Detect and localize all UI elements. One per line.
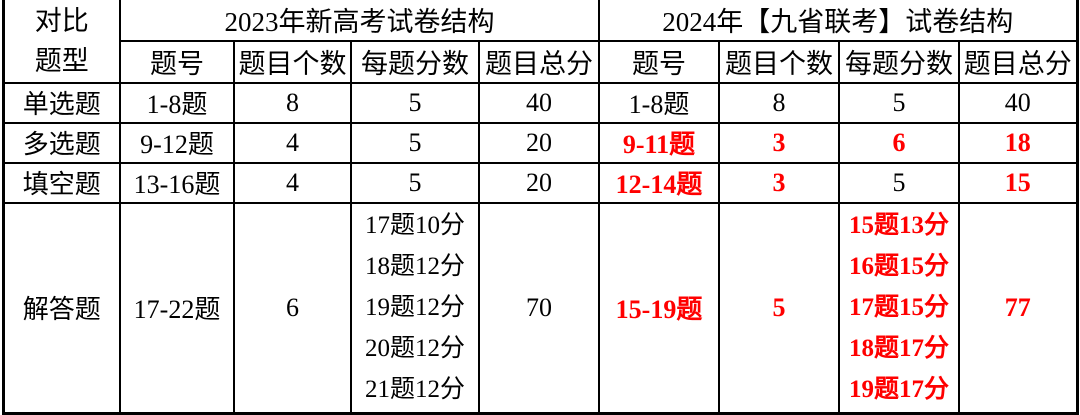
cell-2023-per-score: 5 <box>350 81 480 124</box>
cell-2024-range: 15-19题 <box>598 201 720 414</box>
cell-2023-range: 17-22题 <box>119 201 235 414</box>
cell-2023-range: 1-8题 <box>119 81 235 124</box>
corner-line-2: 题型 <box>34 45 89 76</box>
col-header-2023-total-points: 题目总分 <box>478 39 600 84</box>
cell-2024-total: 18 <box>958 121 1078 164</box>
cell-2024-count: 3 <box>718 121 840 164</box>
col-header-2024-total-points: 题目总分 <box>958 39 1078 84</box>
score-line: 15题13分 <box>848 212 949 239</box>
col-header-2023-points-per-question: 每题分数 <box>350 39 480 84</box>
col-header-2023-question-number: 题号 <box>119 39 235 84</box>
cell-2024-per-score-breakdown: 15题13分 16题15分 17题15分 18题17分 19题17分 <box>838 201 960 414</box>
cell-2024-total: 77 <box>958 201 1078 414</box>
corner-line-1: 对比 <box>34 5 89 36</box>
score-line: 19题12分 <box>364 294 465 321</box>
col-header-2024-question-number: 题号 <box>598 39 720 84</box>
cell-2023-total: 20 <box>478 161 600 204</box>
cell-2023-total: 40 <box>478 81 600 124</box>
score-line: 20题12分 <box>364 335 465 362</box>
cell-2024-count: 5 <box>718 201 840 414</box>
table-row-single-choice: 单选题 1-8题 8 5 40 1-8题 8 5 40 <box>2 81 1078 124</box>
cell-2023-range: 9-12题 <box>119 121 235 164</box>
cell-2024-per-score: 5 <box>838 81 960 124</box>
col-header-2024-question-count: 题目个数 <box>718 39 840 84</box>
col-header-2023-question-count: 题目个数 <box>233 39 352 84</box>
score-line: 16题15分 <box>848 253 949 280</box>
cell-2023-total: 20 <box>478 121 600 164</box>
group-title-2024: 2024年【九省联考】试卷结构 <box>598 0 1078 42</box>
score-line: 21题12分 <box>364 376 465 403</box>
cell-2023-count: 6 <box>233 201 352 414</box>
cell-2024-range: 1-8题 <box>598 81 720 124</box>
cell-2023-per-score-breakdown: 17题10分 18题12分 19题12分 20题12分 21题12分 <box>350 201 480 414</box>
col-header-2024-points-per-question: 每题分数 <box>838 39 960 84</box>
cell-2024-per-score: 5 <box>838 161 960 204</box>
row-label: 多选题 <box>2 121 121 164</box>
score-line: 17题10分 <box>364 212 465 239</box>
cell-2023-count: 4 <box>233 121 352 164</box>
cell-2024-range: 9-11题 <box>598 121 720 164</box>
score-line: 17题15分 <box>848 294 949 321</box>
row-label: 单选题 <box>2 81 121 124</box>
table-row-free-response: 解答题 17-22题 6 17题10分 18题12分 19题12分 20题12分… <box>2 201 1078 414</box>
row-label: 解答题 <box>2 201 121 414</box>
cell-2024-total: 15 <box>958 161 1078 204</box>
cell-2023-per-score: 5 <box>350 121 480 164</box>
row-label: 填空题 <box>2 161 121 204</box>
group-title-2023: 2023年新高考试卷结构 <box>119 0 600 42</box>
cell-2024-total: 40 <box>958 81 1078 124</box>
cell-2024-per-score: 6 <box>838 121 960 164</box>
cell-2024-range: 12-14题 <box>598 161 720 204</box>
table-row-fill-in-blank: 填空题 13-16题 4 5 20 12-14题 3 5 15 <box>2 161 1078 204</box>
cell-2023-range: 13-16题 <box>119 161 235 204</box>
cell-2023-total: 70 <box>478 201 600 414</box>
corner-header-cell: 对比 题型 <box>2 0 121 84</box>
cell-2023-count: 8 <box>233 81 352 124</box>
cell-2023-count: 4 <box>233 161 352 204</box>
score-line: 18题12分 <box>364 253 465 280</box>
score-line: 19题17分 <box>848 376 949 403</box>
cell-2023-per-score: 5 <box>350 161 480 204</box>
cell-2024-count: 3 <box>718 161 840 204</box>
cell-2024-count: 8 <box>718 81 840 124</box>
score-line: 18题17分 <box>848 335 949 362</box>
table-row-multiple-choice: 多选题 9-12题 4 5 20 9-11题 3 6 18 <box>2 121 1078 164</box>
